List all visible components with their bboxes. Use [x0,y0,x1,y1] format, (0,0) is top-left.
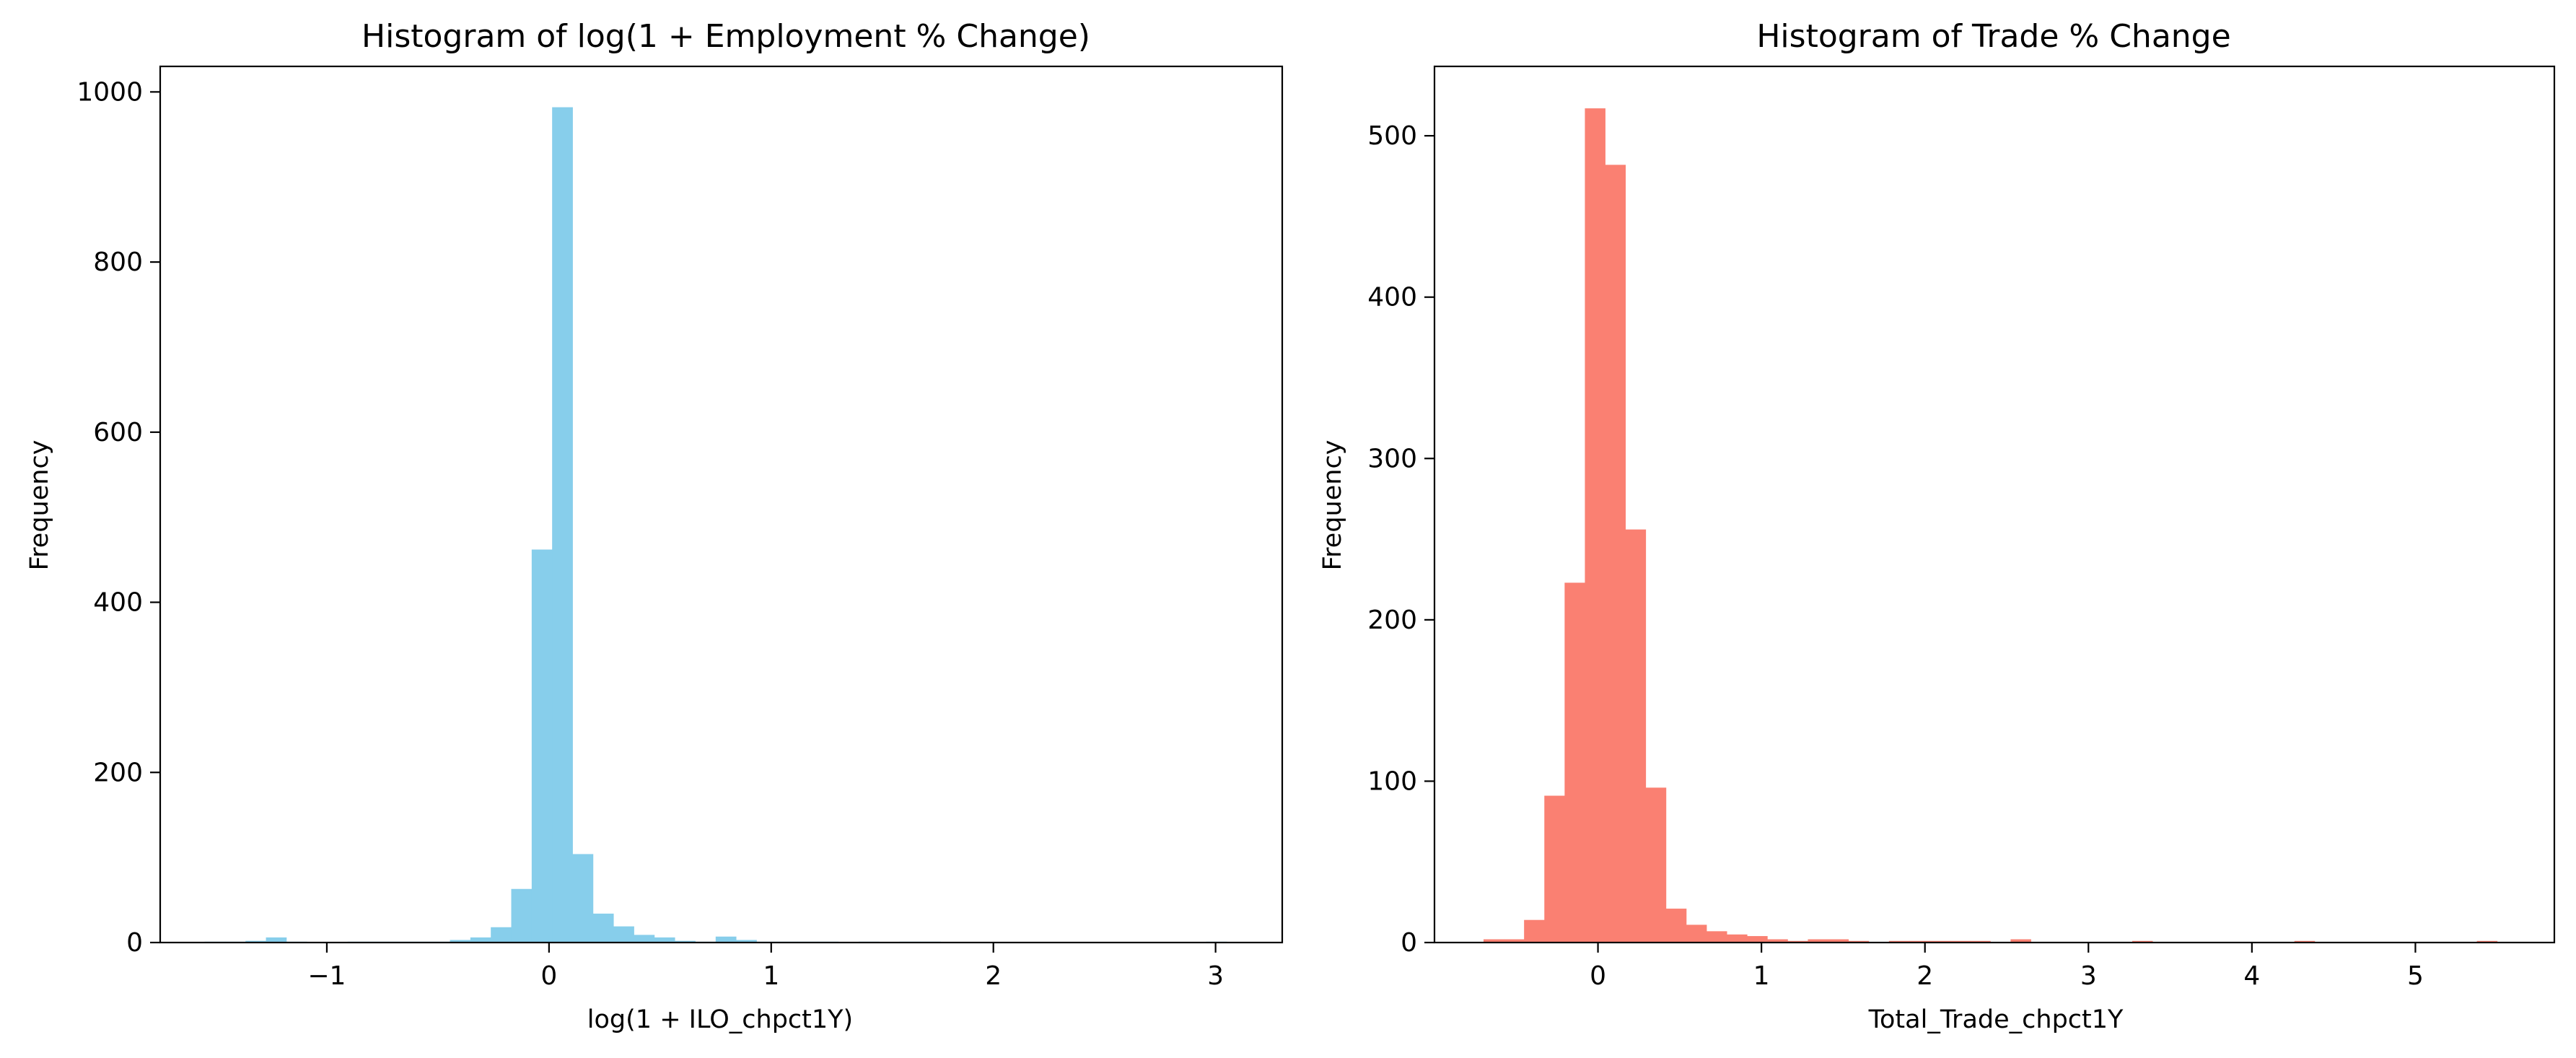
trade-histogram-bar [1707,931,1727,943]
trade-histogram-bars [1483,108,2498,943]
employment-histogram-bar [675,940,696,943]
trade-histogram-bar [1787,940,1808,943]
trade-x-tick-label: 5 [2407,961,2424,991]
employment-histogram-bars [204,107,1227,943]
trade-histogram-bar [1564,582,1585,943]
employment-histogram-panel: Histogram of log(1 + Employment % Change… [25,18,1284,1034]
trade-y-axis-ticks: 0 100 200 300 400 500 [1367,121,1434,958]
employment-y-tick-label: 400 [93,588,143,618]
employment-histogram-bar [715,936,737,943]
employment-y-tick-label: 600 [93,418,143,447]
employment-y-tick-label: 1000 [76,77,143,107]
employment-histogram-bar [511,888,533,943]
employment-y-axis-ticks: 0 200 400 600 800 1000 [76,77,160,958]
trade-x-tick-label: 1 [1753,961,1770,991]
trade-histogram-bar [1504,939,1525,943]
trade-histogram-bar [2294,940,2316,943]
employment-y-tick-label: 0 [126,928,143,958]
employment-histogram-bar [470,937,491,943]
trade-histogram-bar [1524,919,1545,943]
trade-y-axis-label: Frequency [1318,440,1347,571]
trade-y-tick-label: 0 [1401,928,1417,958]
employment-histogram-bar [654,937,675,943]
trade-x-tick-label: 0 [1590,961,1606,991]
trade-histogram-bar [1585,108,1605,943]
employment-histogram-bar [613,926,634,943]
trade-histogram-bar [2476,940,2498,943]
trade-histogram-bar [1929,940,1950,943]
trade-histogram-bar [1605,165,1626,943]
employment-x-axis-ticks: −1 0 1 2 3 [307,943,1224,991]
employment-histogram-bar [266,937,287,943]
trade-x-tick-label: 4 [2243,961,2260,991]
trade-histogram-bar [1808,939,1828,943]
employment-x-tick-label: 1 [763,961,779,991]
employment-histogram-bar [491,927,512,943]
trade-histogram-bar [1747,936,1768,943]
trade-histogram-bar [2132,940,2153,943]
trade-histogram-bar [1665,909,1687,943]
trade-histogram-bar [1848,940,1870,943]
trade-histogram-bar [1727,934,1748,943]
trade-histogram-title: Histogram of Trade % Change [1756,18,2230,55]
employment-y-tick-label: 800 [93,248,143,277]
employment-histogram-bar [245,940,266,943]
employment-histogram-bar [736,940,757,943]
trade-y-tick-label: 400 [1367,283,1417,312]
trade-y-tick-label: 500 [1367,121,1417,151]
employment-y-tick-label: 200 [93,758,143,787]
employment-histogram-bar [531,549,553,943]
trade-histogram-bar [1645,787,1667,943]
employment-histogram-bar [572,854,594,943]
trade-histogram-bar [1544,795,1565,943]
trade-x-tick-label: 3 [2080,961,2097,991]
employment-histogram-bar [450,940,471,943]
trade-y-tick-label: 200 [1367,605,1417,635]
employment-x-tick-label: −1 [307,961,346,991]
trade-histogram-bar [2010,939,2031,943]
trade-histogram-bar [1483,939,1504,943]
employment-x-tick-label: 0 [540,961,557,991]
employment-x-tick-label: 2 [985,961,1002,991]
trade-histogram-bar [1950,940,1971,943]
trade-y-tick-label: 100 [1367,766,1417,796]
employment-histogram-bar [634,935,655,943]
trade-histogram-bar [1909,940,1930,943]
trade-histogram-bar [1686,924,1707,943]
employment-histogram-title: Histogram of log(1 + Employment % Change… [362,18,1090,55]
trade-histogram-bar [1767,939,1788,943]
trade-x-axis-ticks: 0 1 2 3 4 5 [1590,943,2424,991]
employment-x-tick-label: 3 [1207,961,1224,991]
trade-histogram-panel: Histogram of Trade % Change 010020030040… [1318,18,2556,1034]
trade-histogram-bar [1625,529,1647,943]
trade-y-tick-label: 300 [1367,444,1417,473]
trade-histogram-bar [1828,939,1849,943]
employment-histogram-bar [592,913,614,943]
employment-histogram-bar [552,107,573,943]
trade-histogram-bar [1888,940,1910,943]
trade-histogram-bar [1970,940,1991,943]
employment-x-axis-label: log(1 + ILO_chpct1Y) [587,1005,853,1034]
trade-x-tick-label: 2 [1916,961,1933,991]
employment-y-axis-label: Frequency [25,440,54,571]
employment-axes-frame [159,65,1284,944]
trade-x-axis-label: Total_Trade_chpct1Y [1868,1005,2124,1034]
trade-axes-frame [1433,65,2556,944]
